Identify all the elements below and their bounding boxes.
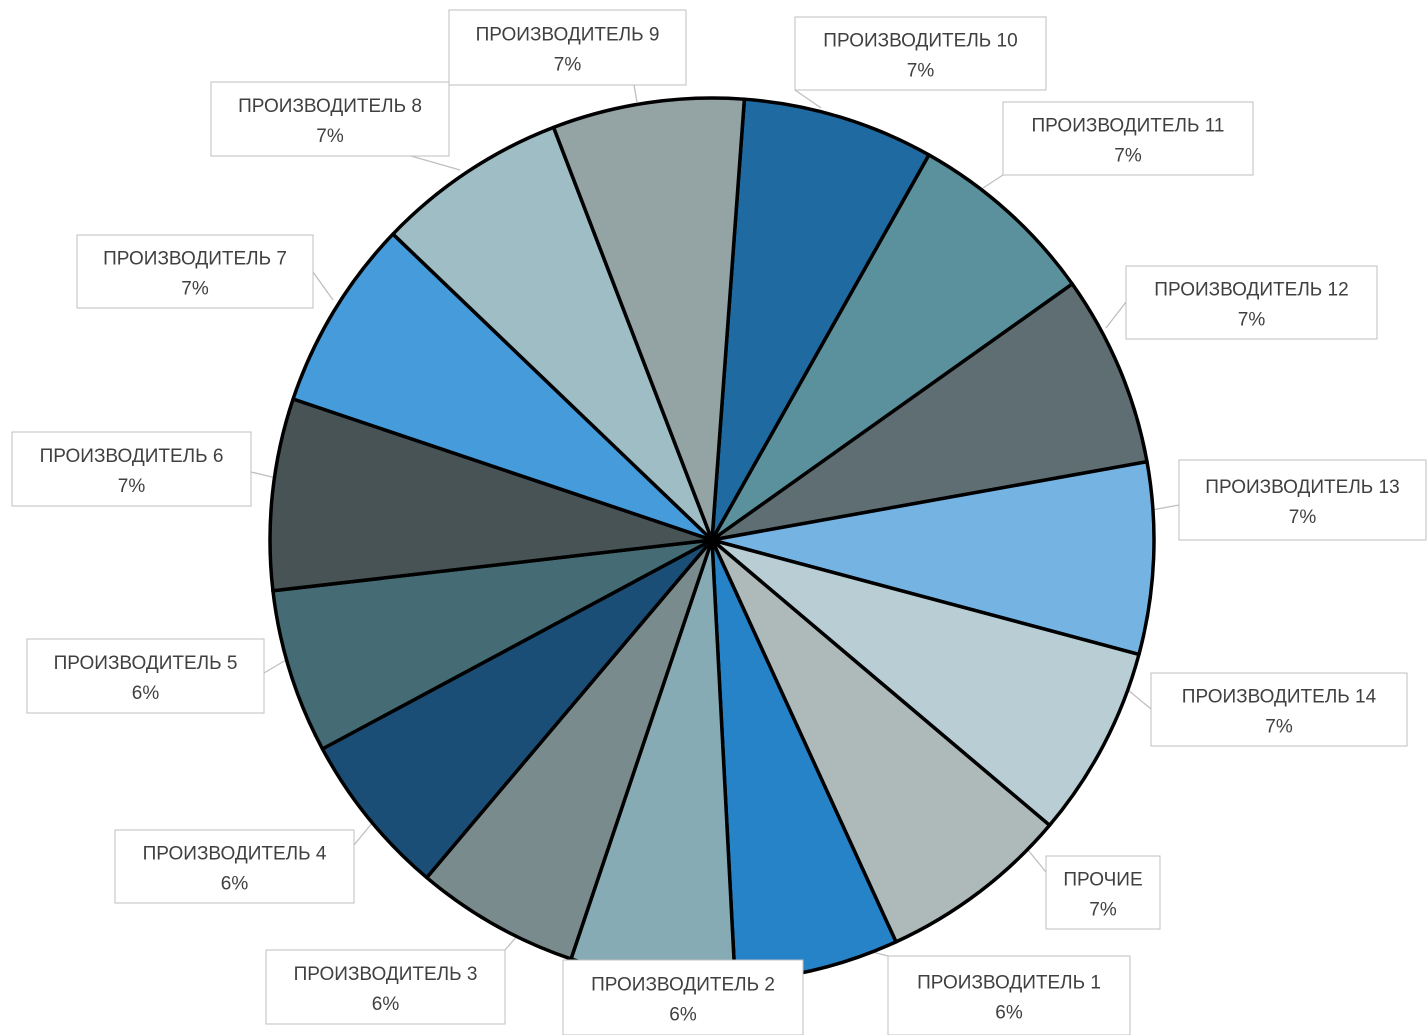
leader-line [250, 471, 277, 479]
pie-slice [268, 397, 714, 593]
data-label-category: ПРОИЗВОДИТЕЛЬ 12 [1154, 280, 1348, 301]
data-label-box [11, 431, 252, 507]
data-label-box [794, 16, 1047, 91]
data-label-percent: 6% [132, 683, 160, 704]
data-label-percent: 6% [221, 874, 249, 895]
data-label: ПРОИЗВОДИТЕЛЬ 13 7% [1178, 459, 1427, 541]
data-label-category: ПРОИЗВОДИТЕЛЬ 9 [476, 25, 660, 46]
data-label-category: ПРОЧИЕ [1063, 870, 1142, 891]
data-label-percent: 6% [995, 1003, 1023, 1024]
data-label-category: ПРОИЗВОДИТЕЛЬ 4 [143, 844, 327, 865]
pie-slices [268, 96, 1156, 984]
leader-line [794, 89, 822, 109]
data-label-category: ПРОИЗВОДИТЕЛЬ 5 [54, 653, 238, 674]
leader-line [410, 155, 461, 171]
data-label: ПРОИЗВОДИТЕЛЬ 11 7% [1002, 101, 1254, 176]
pie-slice [710, 153, 1075, 542]
leader-line [263, 659, 287, 674]
data-label-percent: 7% [1089, 900, 1117, 921]
data-label: ПРОИЗВОДИТЕЛЬ 10 7% [794, 16, 1047, 91]
data-label: ПРОИЗВОДИТЕЛЬ 9 7% [448, 9, 687, 86]
data-label-category: ПРОИЗВОДИТЕЛЬ 14 [1182, 687, 1377, 708]
data-label: ПРОИЗВОДИТЕЛЬ 12 7% [1125, 265, 1378, 340]
leader-line [633, 84, 638, 103]
leader-line [1027, 849, 1047, 873]
data-label: ПРОИЗВОДИТЕЛЬ 14 7% [1150, 672, 1408, 747]
data-label: ПРОИЗВОДИТЕЛЬ 8 7% [210, 81, 450, 157]
data-label-box [1178, 459, 1427, 541]
pie-slice [424, 538, 714, 961]
data-label-percent: 6% [372, 994, 400, 1015]
data-label: ПРОИЗВОДИТЕЛЬ 1 6% [887, 955, 1131, 1035]
data-label-box [1150, 672, 1408, 747]
data-label-percent: 7% [118, 476, 146, 497]
data-label-category: ПРОИЗВОДИТЕЛЬ 1 [917, 973, 1101, 994]
data-label-category: ПРОИЗВОДИТЕЛЬ 3 [294, 964, 478, 985]
data-label-percent: 7% [907, 61, 935, 82]
pie-slice [710, 282, 1149, 542]
data-label-category: ПРОИЗВОДИТЕЛЬ 7 [103, 249, 287, 270]
data-label-percent: 6% [669, 1005, 697, 1026]
pie-slice [710, 538, 1141, 828]
data-label-percent: 7% [316, 126, 344, 147]
data-label-category: ПРОИЗВОДИТЕЛЬ 6 [40, 446, 224, 467]
data-label-category: ПРОИЗВОДИТЕЛЬ 2 [591, 975, 775, 996]
data-labels: ПРОИЗВОДИТЕЛЬ 107%ПРОИЗВОДИТЕЛЬ 117%ПРОИ… [11, 9, 1427, 1035]
data-label-percent: 7% [1265, 717, 1293, 738]
data-label: ПРОИЗВОДИТЕЛЬ 6 7% [11, 431, 252, 507]
data-label: ПРОИЗВОДИТЕЛЬ 3 6% [265, 949, 506, 1025]
pie-slice [551, 96, 747, 542]
data-label-percent: 7% [1238, 310, 1266, 331]
data-label-category: ПРОИЗВОДИТЕЛЬ 8 [238, 96, 422, 117]
data-label-percent: 7% [1289, 507, 1317, 528]
data-label: ПРОИЗВОДИТЕЛЬ 4 6% [114, 829, 355, 904]
data-label-percent: 7% [554, 55, 582, 76]
pie-slice [710, 538, 1052, 944]
leader-lines [250, 84, 1180, 975]
data-label-box [210, 81, 450, 157]
data-label-percent: 7% [1114, 146, 1142, 167]
data-label-box [1045, 855, 1161, 930]
data-label-box [562, 959, 804, 1035]
data-label-percent: 7% [181, 279, 209, 300]
leader-line [1105, 301, 1127, 329]
leader-line [312, 271, 334, 301]
data-label-box [26, 638, 265, 714]
data-label-box [1125, 265, 1378, 340]
leader-line [1151, 504, 1180, 511]
data-label-category: ПРОИЗВОДИТЕЛЬ 10 [823, 31, 1017, 52]
leader-line [1127, 689, 1152, 710]
data-label-box [114, 829, 355, 904]
data-label-box [1002, 101, 1254, 176]
pie-slice [710, 459, 1156, 657]
data-label: ПРОИЗВОДИТЕЛЬ 2 6% [562, 959, 804, 1035]
data-label-category: ПРОИЗВОДИТЕЛЬ 13 [1205, 477, 1399, 498]
data-label: ПРОИЗВОДИТЕЛЬ 5 6% [26, 638, 265, 714]
leader-line [982, 174, 1004, 189]
leader-line [353, 821, 374, 846]
pie-slice [320, 538, 714, 880]
data-label-box [265, 949, 506, 1025]
data-label: ПРОИЗВОДИТЕЛЬ 7 7% [76, 234, 314, 309]
data-label-box [448, 9, 687, 86]
pie-slice [291, 232, 714, 542]
data-label-box [76, 234, 314, 309]
pie-slice [271, 538, 714, 751]
data-label-category: ПРОИЗВОДИТЕЛЬ 11 [1032, 116, 1225, 137]
data-label: ПРОЧИЕ 7% [1045, 855, 1161, 930]
data-label-box [887, 955, 1131, 1035]
pie-slice [710, 97, 931, 542]
pie-slice [391, 125, 714, 542]
